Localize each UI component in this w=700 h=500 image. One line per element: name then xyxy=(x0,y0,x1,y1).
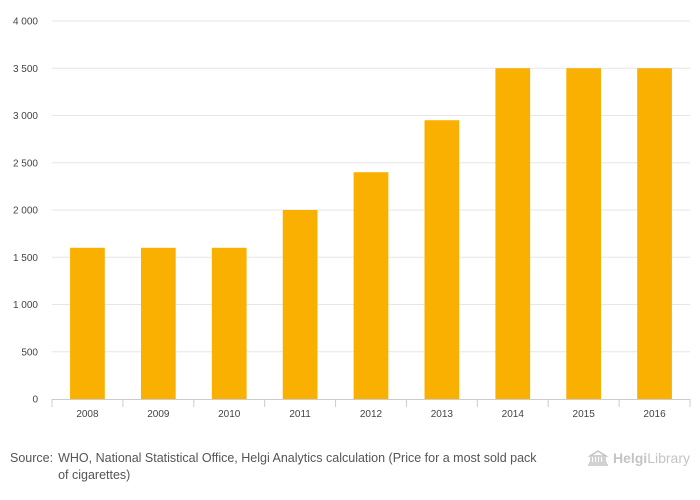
brand-name-library: Library xyxy=(647,450,690,466)
y-axis-ticks: 0 500 1 000 1 500 2 000 2 500 3 000 3 500 4 000 xyxy=(13,17,38,406)
bar xyxy=(424,120,460,399)
bar xyxy=(70,247,105,399)
x-tick-label: 2015 xyxy=(573,409,596,420)
source-text: WHO, National Statistical Office, Helgi … xyxy=(58,451,537,482)
library-building-icon xyxy=(587,450,609,466)
bar xyxy=(282,210,318,399)
x-tick-label: 2010 xyxy=(218,409,241,420)
source-note: Source: WHO, National Statistical Office… xyxy=(10,450,550,484)
x-tick-label: 2009 xyxy=(147,409,170,420)
y-tick-label: 4 000 xyxy=(13,17,38,28)
bar xyxy=(211,247,247,399)
bars xyxy=(70,68,672,399)
bar xyxy=(495,68,531,399)
brand-name-helgi: Helgi xyxy=(612,450,648,466)
y-tick-label: 500 xyxy=(21,347,38,358)
x-tick-label: 2008 xyxy=(76,409,99,420)
y-tick-label: 1 000 xyxy=(13,300,38,311)
y-tick-label: 0 xyxy=(32,395,38,406)
y-tick-label: 2 500 xyxy=(13,158,38,169)
bar xyxy=(566,68,602,399)
bar xyxy=(353,172,389,399)
x-axis xyxy=(51,399,691,407)
y-tick-label: 1 500 xyxy=(13,253,38,264)
x-tick-label: 2011 xyxy=(289,409,311,420)
y-tick-label: 3 500 xyxy=(13,64,38,75)
x-tick-label: 2012 xyxy=(360,409,383,420)
helgi-library-logo: Helgi Library xyxy=(587,450,690,466)
chart-area: 0 500 1 000 1 500 2 000 2 500 3 000 3 500 4 000 … xyxy=(13,17,691,420)
x-tick-label: 2014 xyxy=(502,409,525,420)
bar xyxy=(140,247,176,399)
x-tick-label: 2016 xyxy=(643,409,666,420)
source-prefix: Source: xyxy=(10,451,54,465)
y-tick-label: 3 000 xyxy=(13,111,38,122)
x-tick-label: 2013 xyxy=(431,409,454,420)
x-axis-ticks: 2008 2009 2010 2011 2012 2013 2014 2015 2016 xyxy=(76,409,666,420)
y-tick-label: 2 000 xyxy=(13,206,38,217)
bar xyxy=(637,68,672,399)
